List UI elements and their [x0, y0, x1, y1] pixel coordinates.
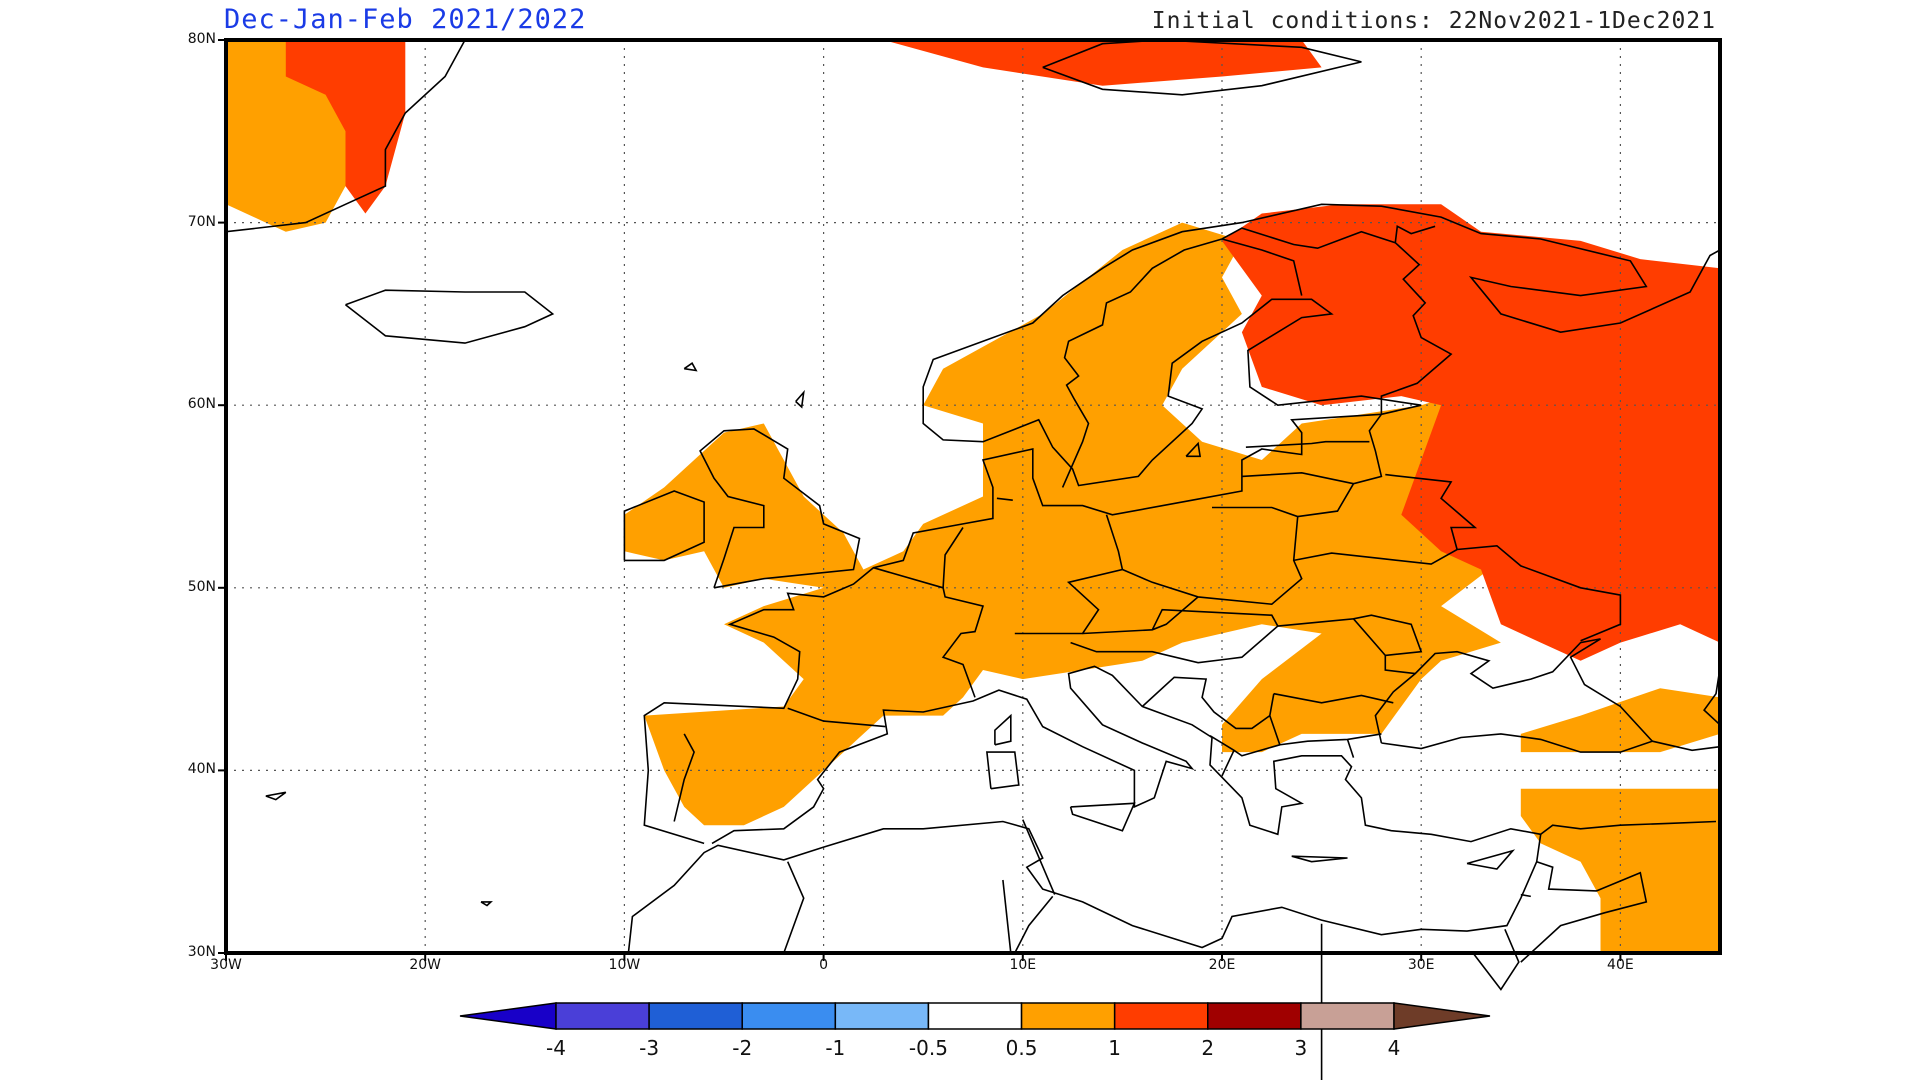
colorbar-segment — [1207, 1002, 1302, 1030]
coastline-segment — [1221, 238, 1303, 296]
colorbar-segment — [1393, 1002, 1491, 1030]
colorbar-label: 2 — [1201, 1036, 1215, 1060]
coastline-segment — [1273, 692, 1394, 704]
coastline-segment — [265, 791, 287, 801]
initial-conditions-label: Initial conditions: 22Nov2021-1Dec2021 — [1151, 8, 1716, 34]
coastline-segment — [1245, 440, 1370, 448]
lat-tick-label: 40N — [187, 761, 216, 778]
coastline-segment — [994, 713, 1012, 746]
lat-tick-label: 60N — [187, 396, 216, 413]
coastline-segment — [1022, 819, 1056, 895]
coastline-segment — [1209, 735, 1281, 757]
coastline-segment — [345, 289, 555, 344]
colorbar-segment — [648, 1002, 743, 1030]
coastline-segment — [1520, 860, 1648, 963]
colorbar-label: 3 — [1294, 1036, 1308, 1060]
colorbar-segment — [927, 1002, 1023, 1030]
coastline-segment — [1291, 855, 1348, 863]
colorbar-label: 0.5 — [1005, 1036, 1038, 1060]
colorbar-label: -2 — [732, 1036, 753, 1060]
colorbar-segment — [1300, 1002, 1395, 1030]
coastline-segment — [1380, 225, 1453, 415]
lon-tick-label: 30W — [210, 957, 242, 973]
colorbar-label: -0.5 — [908, 1036, 948, 1060]
lat-lon-gridlines — [218, 39, 1720, 961]
coastline-segment — [1652, 740, 1721, 752]
coastline-segment — [1141, 676, 1271, 730]
coastline-segment — [1061, 238, 1223, 488]
colorbar-label: -4 — [546, 1036, 566, 1060]
lat-tick-label: 80N — [187, 31, 216, 47]
chart-title: Dec-Jan-Feb 2021/2022 — [224, 4, 587, 35]
coastline-segment — [986, 751, 1020, 790]
anomaly-area-0-5-to-1 — [624, 222, 1501, 826]
map-frame — [224, 38, 1722, 955]
coastline-segment — [1002, 879, 1012, 954]
coastline-segment — [1385, 473, 1478, 550]
colorbar-segment — [1020, 1002, 1116, 1030]
lon-tick-label: 10E — [1009, 957, 1037, 973]
colorbar-label: -3 — [639, 1036, 660, 1060]
colorbar-segment — [834, 1002, 930, 1030]
coastline-segment — [1374, 638, 1654, 753]
coastline-segment — [480, 901, 493, 907]
lon-tick-label: 30E — [1407, 957, 1435, 973]
coastline-segment — [1221, 749, 1235, 777]
coastline-segment — [787, 707, 886, 728]
coastline-segment — [1122, 506, 1303, 606]
colorbar-segment — [555, 1002, 650, 1030]
coastline-segment — [1042, 39, 1362, 96]
anomaly-area-1-to-2 — [1222, 204, 1720, 661]
coastline-segment — [783, 861, 805, 954]
coastline-segment — [942, 527, 964, 588]
coastline-segment — [627, 665, 1542, 954]
coastline-segment — [1293, 544, 1622, 642]
lat-tick-label: 70N — [187, 213, 216, 230]
coastline-segment — [643, 203, 1721, 845]
coastline-segment — [873, 566, 985, 698]
coastline-segment — [1070, 608, 1279, 664]
colorbar-label: -1 — [825, 1036, 846, 1060]
coastline-segment — [1221, 227, 1396, 250]
colorbar — [459, 1002, 1491, 1030]
coastline-segment — [1472, 928, 1520, 991]
coastline-segment — [673, 733, 695, 822]
coastline-segment — [795, 389, 805, 409]
coastline-segment — [623, 490, 705, 562]
lon-tick-label: 40E — [1607, 957, 1634, 973]
coastline-segment — [1014, 895, 1054, 954]
colorbar-segment — [741, 1002, 837, 1030]
anomaly-area-1-to-2 — [285, 40, 406, 214]
coastline-segment — [1346, 739, 1355, 758]
coastline-segment — [1466, 849, 1516, 870]
colorbar-label: 4 — [1387, 1036, 1401, 1060]
coastline-segment — [1297, 413, 1383, 518]
coastline-segment — [1540, 820, 1717, 835]
lon-tick-label: 0 — [819, 957, 829, 973]
coastline-segment — [1241, 471, 1354, 485]
lat-tick-label: 30N — [187, 944, 216, 960]
coastline-segment — [1014, 514, 1124, 635]
lat-tick-label: 50N — [187, 578, 216, 595]
coastline-segment — [683, 362, 698, 372]
lon-tick-label: 10W — [608, 957, 641, 973]
coastline-segment — [1520, 893, 1531, 898]
coastline-segment — [1069, 802, 1136, 832]
coastline-segment — [1185, 441, 1202, 458]
coastline-segment — [699, 428, 861, 589]
colorbar-label: 1 — [1108, 1036, 1122, 1060]
lon-tick-label: 20E — [1208, 957, 1236, 973]
coastline-segment — [996, 497, 1013, 501]
temperature-anomaly-fill — [226, 40, 1720, 953]
colorbar-segment — [1113, 1002, 1209, 1030]
coastline-segment — [1353, 614, 1423, 657]
lon-tick-label: 20W — [409, 957, 442, 973]
anomaly-area-0-5-to-1 — [1520, 788, 1720, 953]
coastline-segment — [1268, 693, 1382, 746]
coastline-segment — [225, 39, 466, 233]
anomaly-area-1-to-2 — [883, 40, 1322, 86]
colorbar-segment — [459, 1002, 557, 1030]
